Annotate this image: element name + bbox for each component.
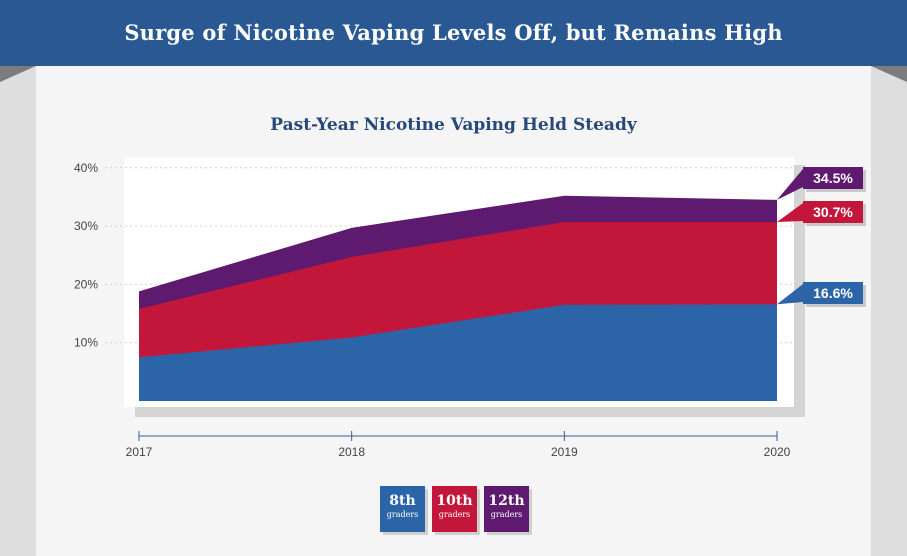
- callout-value: 16.6%: [813, 285, 853, 301]
- legend-item-10th-graders: 10th graders: [432, 486, 477, 532]
- x-tick-label: 2020: [764, 445, 791, 459]
- banner-title: Surge of Nicotine Vaping Levels Off, but…: [0, 0, 907, 66]
- legend-item-8th-graders: 8th graders: [380, 486, 425, 532]
- x-tick-label: 2017: [126, 445, 153, 459]
- legend-label: 8th: [389, 493, 416, 509]
- chart-title: Past-Year Nicotine Vaping Held Steady: [270, 115, 637, 135]
- callout-pointer: [777, 284, 803, 305]
- legend: 8th graders 10th graders 12th graders: [380, 486, 529, 532]
- callout-pointer: [777, 169, 803, 200]
- legend-label: 12th: [488, 493, 525, 509]
- callout-box: [803, 201, 863, 223]
- y-tick-label: 10%: [74, 336, 98, 350]
- end-label-10th-graders: 30.7%: [777, 201, 866, 226]
- callout-value: 34.5%: [813, 170, 853, 186]
- x-tick-label: 2018: [338, 445, 365, 459]
- legend-sublabel: graders: [490, 510, 523, 519]
- legend-sublabel: graders: [386, 510, 419, 519]
- banner-fold-left: [0, 66, 36, 82]
- callout-box: [803, 167, 863, 189]
- y-tick-label: 30%: [74, 219, 98, 233]
- y-tick-label: 20%: [74, 277, 98, 291]
- callout-value: 30.7%: [813, 204, 853, 220]
- legend-label: 10th: [436, 493, 473, 509]
- banner-fold-right: [871, 66, 907, 82]
- legend-item-12th-graders: 12th graders: [484, 486, 529, 532]
- x-tick-label: 2019: [551, 445, 578, 459]
- callout-box: [803, 282, 863, 304]
- y-tick-label: 40%: [74, 161, 98, 175]
- area-series-8th-graders: [139, 304, 777, 401]
- legend-sublabel: graders: [438, 510, 471, 519]
- end-label-8th-graders: 16.6%: [777, 282, 866, 307]
- callout-pointer: [777, 203, 803, 223]
- end-label-12th-graders: 34.5%: [777, 167, 866, 200]
